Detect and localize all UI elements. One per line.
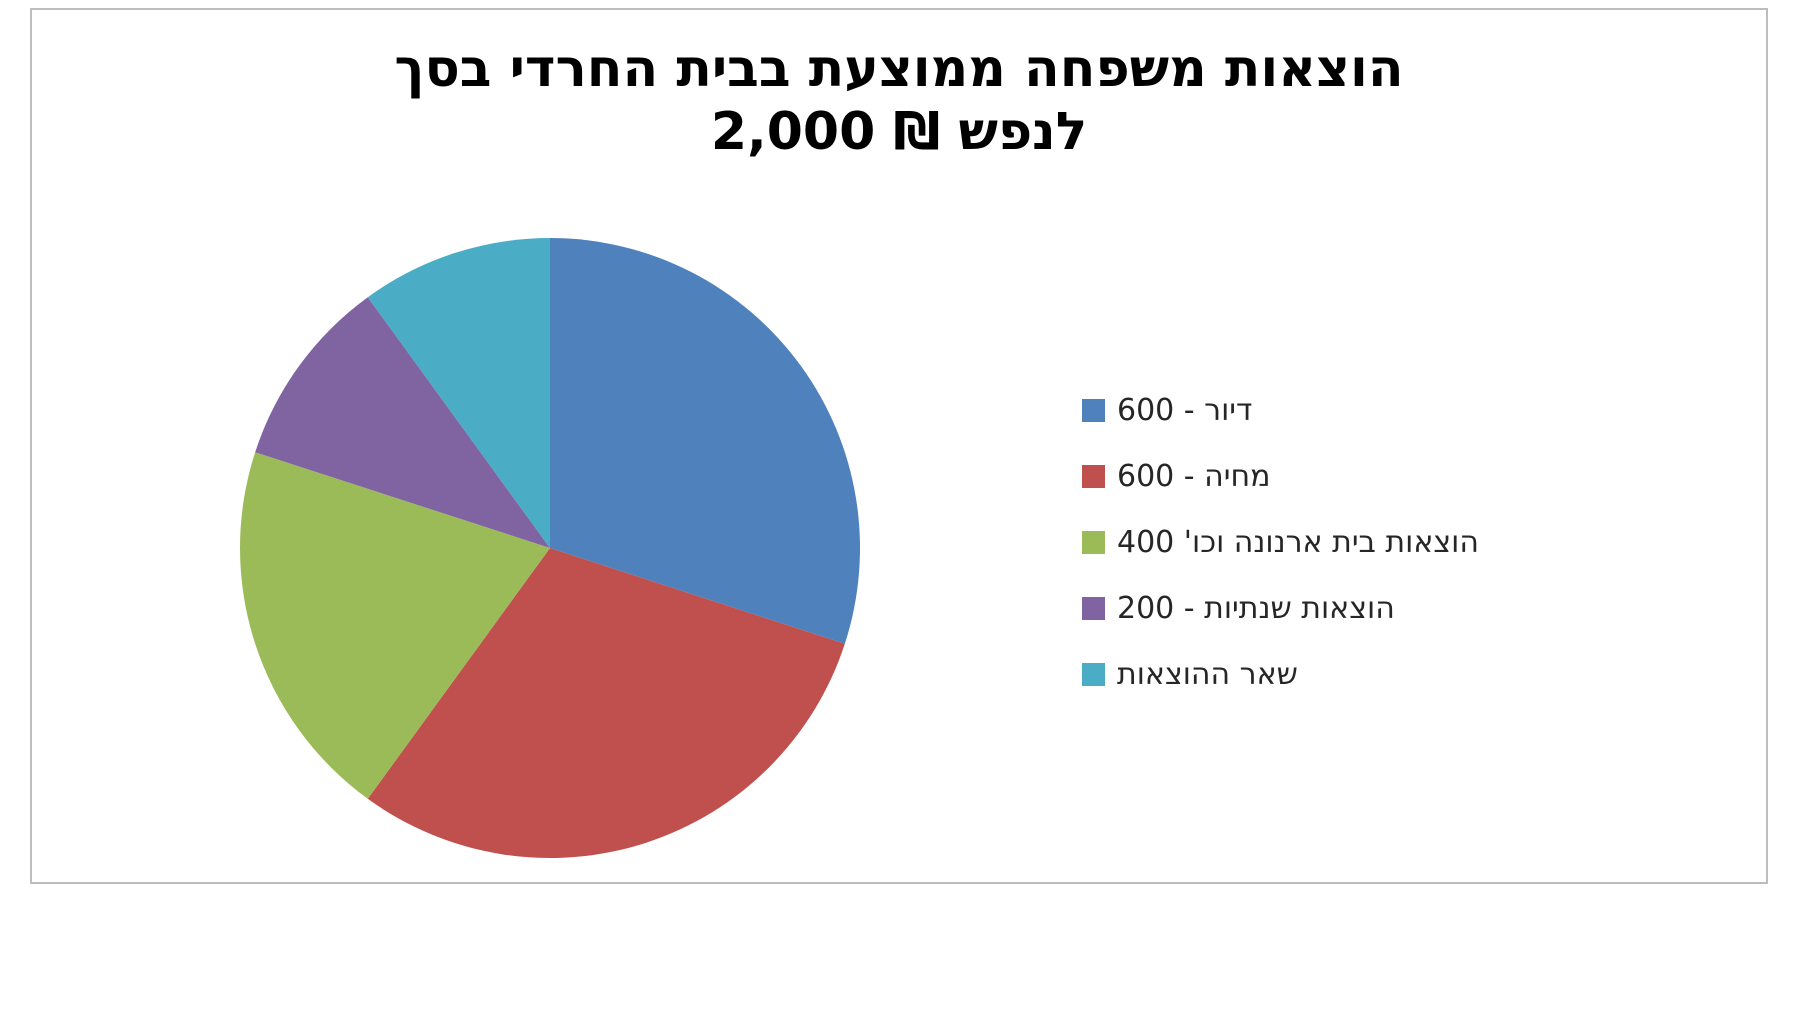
chart-title-line-1: הוצאות משפחה ממוצעת בבית החרדי בסך: [394, 39, 1404, 99]
chart-legend: דיור - 600 מחיה - 600 הוצאות בית ארנונה וכ…: [1082, 392, 1479, 722]
legend-swatch-icon-3: [1082, 596, 1105, 620]
pie-slice-2: [239, 452, 551, 799]
legend-swatch-icon-4: [1082, 662, 1105, 686]
legend-item-4: שאר ההוצאות: [1082, 656, 1479, 692]
chart-frame: הוצאות משפחה ממוצעת בבית החרדי בסך 2,000…: [30, 8, 1768, 884]
pie-slice-3: [255, 297, 551, 548]
legend-swatch-icon-1: [1082, 464, 1105, 488]
legend-label-0: דיור - 600: [1117, 392, 1253, 428]
legend-item-0: דיור - 600: [1082, 392, 1479, 428]
legend-item-1: מחיה - 600: [1082, 458, 1479, 494]
legend-item-3: הוצאות שנתיות - 200: [1082, 590, 1479, 626]
pie-slice-1: [367, 548, 845, 859]
legend-label-3: הוצאות שנתיות - 200: [1117, 590, 1395, 626]
legend-item-2: הוצאות בית ארנונה וכו' 400: [1082, 524, 1479, 560]
pie-chart: [239, 238, 861, 859]
chart-title: הוצאות משפחה ממוצעת בבית החרדי בסך 2,000…: [32, 38, 1766, 165]
legend-swatch-icon-0: [1082, 398, 1105, 422]
legend-label-1: מחיה - 600: [1117, 458, 1271, 494]
chart-title-line-2: 2,000 ₪ לנפש: [710, 102, 1088, 163]
pie-slice-4: [367, 238, 550, 548]
legend-label-2: הוצאות בית ארנונה וכו' 400: [1117, 524, 1479, 560]
legend-label-4: שאר ההוצאות: [1117, 656, 1298, 692]
pie-slice-0: [550, 238, 861, 644]
legend-swatch-icon-2: [1082, 530, 1105, 554]
